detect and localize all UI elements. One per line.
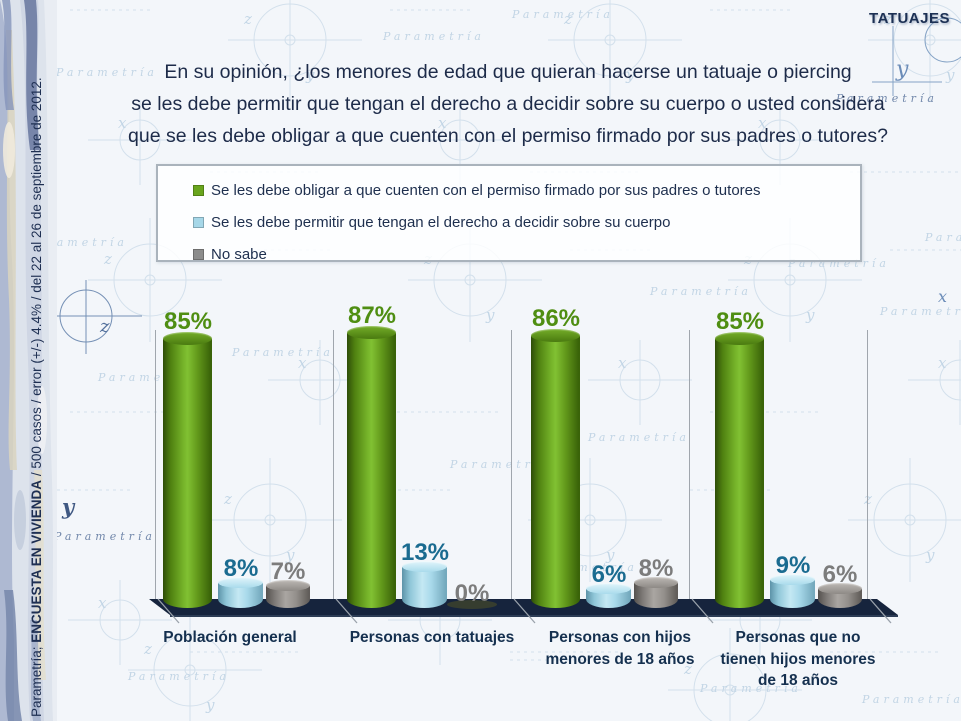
bar-value-label: 85% [163, 308, 213, 335]
sidebar: Parametría; ENCUESTA EN VIVIENDA / 500 c… [0, 0, 57, 721]
bar-cylinder [770, 574, 815, 608]
legend-item-no-sabe: No sabe [193, 238, 860, 270]
chart-legend: Se les debe obligar a que cuenten con el… [156, 164, 862, 263]
bar-cylinder [586, 583, 631, 608]
category-label: Personas con tatuajes [349, 629, 515, 646]
legend-label: No sabe [211, 245, 267, 263]
category-label: Población general [163, 629, 297, 646]
bar-value-label: 85% [715, 308, 765, 335]
cylinder-top-face [218, 577, 263, 588]
divider-line [155, 330, 156, 599]
bar-cylinder [715, 332, 764, 608]
cylinder-top-face [818, 583, 862, 594]
bar-value-label: 87% [347, 302, 397, 329]
bar-value-label: 9% [775, 552, 811, 579]
cylinder-top-face [531, 329, 580, 342]
bar-value-label: 6% [591, 561, 627, 588]
legend-swatch-green [193, 184, 204, 196]
sketch-accent-left [48, 280, 142, 354]
cylinder-top-face [715, 332, 764, 345]
bar-cylinder [347, 326, 396, 608]
bar-cylinder [531, 329, 580, 608]
bar-cylinder [218, 577, 263, 608]
sidebar-texture [0, 0, 57, 721]
legend-item-obligar: Se les debe obligar a que cuenten con el… [193, 174, 860, 206]
cylinder-top-face [586, 583, 631, 594]
question-title-line1: En su opinión, ¿los menores de edad que … [164, 61, 852, 83]
bar-value-label: 6% [822, 561, 858, 588]
bar-value-label: 13% [400, 539, 450, 566]
bar-value-label: 7% [270, 558, 306, 585]
divider-line [333, 330, 334, 599]
cylinder-top-face [770, 574, 815, 585]
question-title-line3: que se les debe obligar a que cuenten co… [128, 125, 888, 147]
zero-value-marker [447, 600, 497, 609]
bar-value-label: 0% [454, 580, 490, 607]
sketch-letter-x-dark: x [938, 287, 947, 306]
sketch-letter-y-dark: y [895, 57, 909, 82]
bar-cylinder [818, 583, 862, 608]
category-label: Personas con hijos menores de 18 años [545, 629, 695, 668]
question-title: En su opinión, ¿los menores de edad que … [70, 56, 946, 152]
legend-label: Se les debe permitir que tengan el derec… [211, 213, 671, 231]
divider-line [511, 330, 512, 599]
bar-value-label: 8% [223, 555, 259, 582]
page-title: TATUAJES [869, 10, 950, 27]
bar-cylinder [163, 332, 212, 608]
divider-line [689, 330, 690, 599]
bar-cylinder [266, 580, 310, 608]
sketch-letter-z-dark: z [99, 316, 110, 337]
divider-line [867, 330, 868, 599]
floor-front-edge [170, 615, 898, 617]
cylinder-top-face [347, 326, 396, 339]
cylinder-top-face [266, 580, 310, 591]
question-title-line2: se les debe permitir que tengan el derec… [131, 93, 885, 115]
bar-value-label: 8% [638, 555, 674, 582]
sketch-letter-y-bold: y [61, 494, 76, 519]
floor-platform [149, 599, 898, 615]
cylinder-top-face [634, 577, 678, 588]
legend-label: Se les debe obligar a que cuenten con el… [211, 181, 761, 199]
bar-cylinder [402, 561, 447, 608]
legend-item-permitir: Se les debe permitir que tengan el derec… [193, 206, 860, 238]
cylinder-top-face [402, 561, 447, 572]
cylinder-top-face [163, 332, 212, 345]
legend-swatch-blue [193, 216, 204, 228]
bar-cylinder [634, 577, 678, 608]
axis-ticks [157, 598, 892, 624]
sketch-accent-topright [872, 17, 961, 96]
legend-swatch-gray [193, 248, 204, 260]
bar-value-label: 86% [531, 305, 581, 332]
category-label: Personas que no tienen hijos menores de … [720, 629, 876, 689]
